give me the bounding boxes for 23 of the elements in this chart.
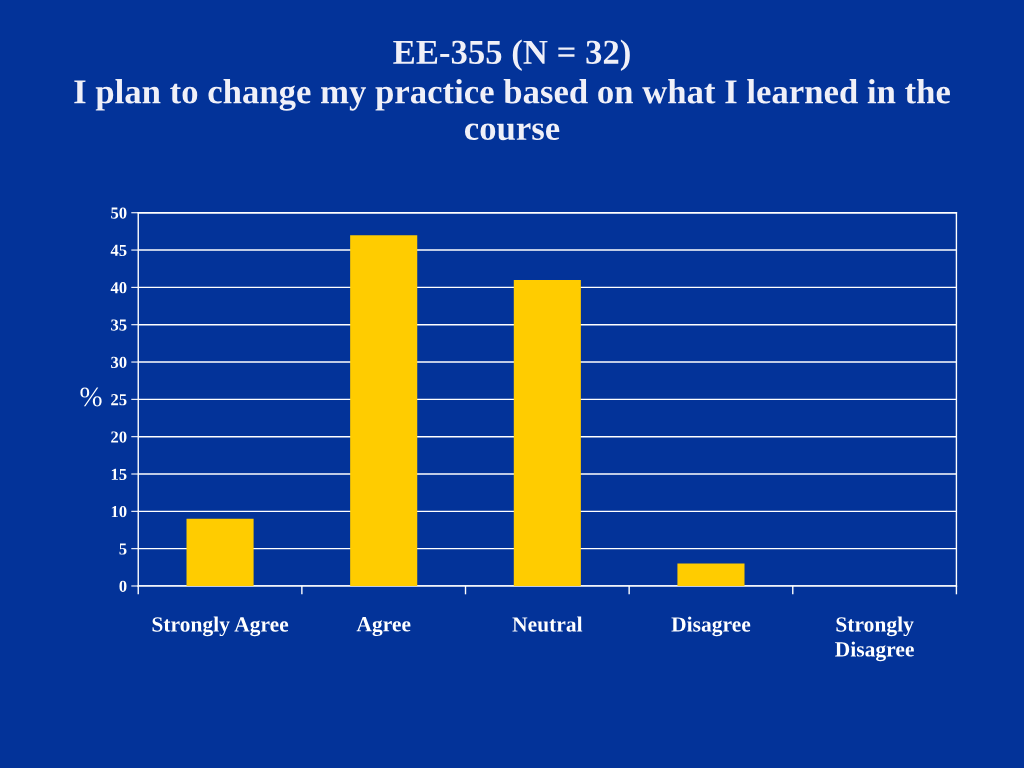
y-tick-label: 15 [111,468,127,480]
x-tick-label: Strongly Agree [152,616,289,637]
y-tick-label: 35 [111,319,127,331]
x-tick-label: Disagree [671,616,751,637]
y-axis-title: % [80,387,102,407]
x-tick-label: Agree [356,617,411,637]
x-tick-label: Neutral [512,616,583,632]
y-tick-label: 5 [119,543,127,555]
y-tick-label: 10 [111,506,127,518]
y-tick-label: 30 [111,356,127,368]
bar [677,563,745,586]
chart-subtitle: I plan to change my practice based on what I learned in the course [74,79,950,141]
y-tick-label: 0 [119,580,127,592]
bar [186,518,254,586]
y-tick-label: 20 [111,431,127,443]
y-tick-label: 50 [111,207,127,219]
y-tick-label: 25 [111,394,127,406]
y-tick-label: 45 [110,244,127,257]
bar [513,279,581,586]
x-tick-label: Strongly Disagree [835,616,914,662]
y-tick-label: 40 [110,282,127,294]
chart-title: EE-355 (N = 32) [393,39,630,72]
bar [350,235,418,586]
